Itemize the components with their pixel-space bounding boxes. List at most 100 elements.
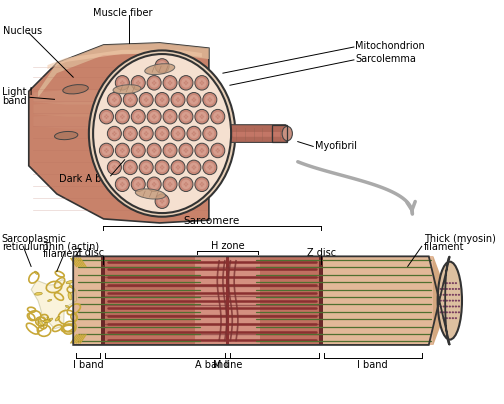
Ellipse shape — [169, 151, 171, 153]
Ellipse shape — [201, 151, 203, 153]
Ellipse shape — [185, 151, 187, 153]
Ellipse shape — [145, 131, 147, 133]
Ellipse shape — [155, 82, 156, 84]
Ellipse shape — [136, 149, 138, 152]
Ellipse shape — [128, 166, 130, 168]
Circle shape — [452, 317, 454, 319]
Circle shape — [443, 282, 445, 284]
Text: Sarcomere: Sarcomere — [183, 216, 239, 226]
Ellipse shape — [147, 143, 161, 158]
Bar — [73, 257, 103, 345]
Ellipse shape — [186, 183, 188, 185]
Ellipse shape — [139, 93, 153, 107]
Circle shape — [458, 294, 460, 296]
Ellipse shape — [200, 116, 202, 118]
Ellipse shape — [168, 183, 169, 185]
Ellipse shape — [169, 185, 171, 187]
Ellipse shape — [157, 95, 167, 105]
Ellipse shape — [113, 97, 115, 99]
Ellipse shape — [150, 112, 159, 122]
Ellipse shape — [130, 131, 131, 133]
Ellipse shape — [183, 116, 185, 118]
Ellipse shape — [202, 183, 204, 185]
Ellipse shape — [121, 117, 123, 119]
Ellipse shape — [35, 292, 42, 295]
Ellipse shape — [102, 145, 111, 155]
Ellipse shape — [217, 148, 219, 150]
Ellipse shape — [160, 200, 162, 202]
Ellipse shape — [165, 112, 175, 122]
Bar — [321, 257, 433, 345]
Ellipse shape — [185, 185, 187, 187]
Ellipse shape — [181, 112, 191, 122]
Ellipse shape — [147, 76, 161, 90]
Ellipse shape — [153, 148, 155, 150]
Ellipse shape — [150, 179, 159, 189]
Ellipse shape — [130, 134, 131, 136]
Ellipse shape — [155, 59, 169, 73]
Ellipse shape — [137, 185, 139, 187]
Circle shape — [443, 294, 445, 296]
Ellipse shape — [137, 151, 139, 153]
Ellipse shape — [66, 280, 74, 284]
Circle shape — [449, 288, 451, 290]
Circle shape — [455, 288, 457, 290]
Circle shape — [439, 288, 442, 290]
Ellipse shape — [185, 117, 187, 119]
Ellipse shape — [205, 129, 215, 139]
Circle shape — [439, 294, 442, 296]
Ellipse shape — [131, 143, 145, 158]
Ellipse shape — [131, 166, 133, 168]
Polygon shape — [33, 102, 207, 117]
Ellipse shape — [153, 114, 155, 116]
Ellipse shape — [189, 95, 199, 105]
Ellipse shape — [209, 131, 211, 133]
Text: filament: filament — [424, 242, 465, 252]
Ellipse shape — [185, 148, 187, 150]
Ellipse shape — [168, 149, 169, 152]
Ellipse shape — [161, 134, 163, 136]
Ellipse shape — [145, 165, 147, 167]
Ellipse shape — [104, 116, 106, 118]
Ellipse shape — [217, 114, 219, 116]
Text: Thin (actin): Thin (actin) — [43, 241, 99, 251]
Ellipse shape — [131, 177, 145, 191]
Ellipse shape — [195, 143, 209, 158]
Ellipse shape — [170, 149, 172, 152]
Ellipse shape — [152, 149, 154, 152]
Ellipse shape — [136, 82, 138, 84]
Ellipse shape — [208, 99, 209, 101]
Ellipse shape — [102, 112, 111, 122]
Ellipse shape — [123, 116, 124, 118]
Ellipse shape — [152, 116, 154, 118]
Circle shape — [455, 317, 457, 319]
Circle shape — [446, 311, 448, 314]
Ellipse shape — [185, 182, 187, 184]
Ellipse shape — [121, 83, 123, 85]
Ellipse shape — [153, 83, 155, 85]
Ellipse shape — [99, 143, 113, 158]
Ellipse shape — [145, 64, 175, 75]
Ellipse shape — [187, 93, 201, 107]
Ellipse shape — [192, 99, 194, 101]
Ellipse shape — [202, 82, 204, 84]
Ellipse shape — [117, 112, 127, 122]
Text: I band: I band — [357, 360, 388, 370]
Polygon shape — [33, 114, 207, 129]
Ellipse shape — [69, 285, 74, 288]
Ellipse shape — [201, 114, 203, 116]
Ellipse shape — [145, 100, 147, 102]
Ellipse shape — [160, 166, 162, 168]
Bar — [103, 257, 321, 345]
Ellipse shape — [195, 133, 196, 135]
Ellipse shape — [120, 116, 122, 118]
Ellipse shape — [157, 61, 167, 71]
Ellipse shape — [163, 143, 177, 158]
Ellipse shape — [157, 129, 167, 139]
Ellipse shape — [177, 168, 179, 170]
Ellipse shape — [183, 82, 185, 84]
Circle shape — [449, 282, 451, 284]
Ellipse shape — [123, 183, 124, 185]
Ellipse shape — [115, 133, 117, 135]
Ellipse shape — [107, 126, 121, 141]
